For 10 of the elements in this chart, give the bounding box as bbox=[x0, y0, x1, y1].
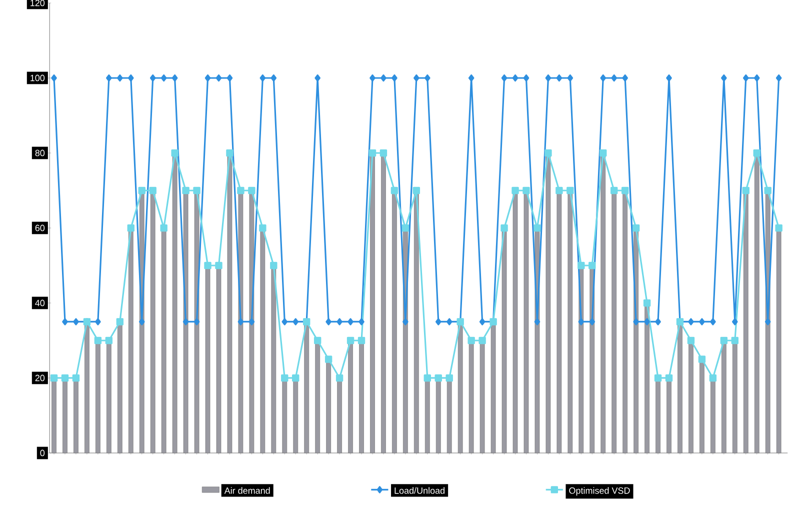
y-tick-label: 40 bbox=[35, 300, 45, 306]
y-tick-label: 0 bbox=[40, 450, 45, 456]
y-tick-label: 60 bbox=[35, 224, 45, 232]
y-tick-label: 100 bbox=[30, 74, 45, 82]
y-tick-label: 120 bbox=[30, 0, 45, 6]
y-tick-label: 20 bbox=[35, 374, 45, 382]
y-tick-label: 80 bbox=[35, 150, 45, 156]
legend-label: Load/Unload bbox=[394, 487, 444, 494]
legend-label: Optimised VSD bbox=[569, 487, 630, 496]
legend-label: Air demand bbox=[224, 487, 270, 494]
